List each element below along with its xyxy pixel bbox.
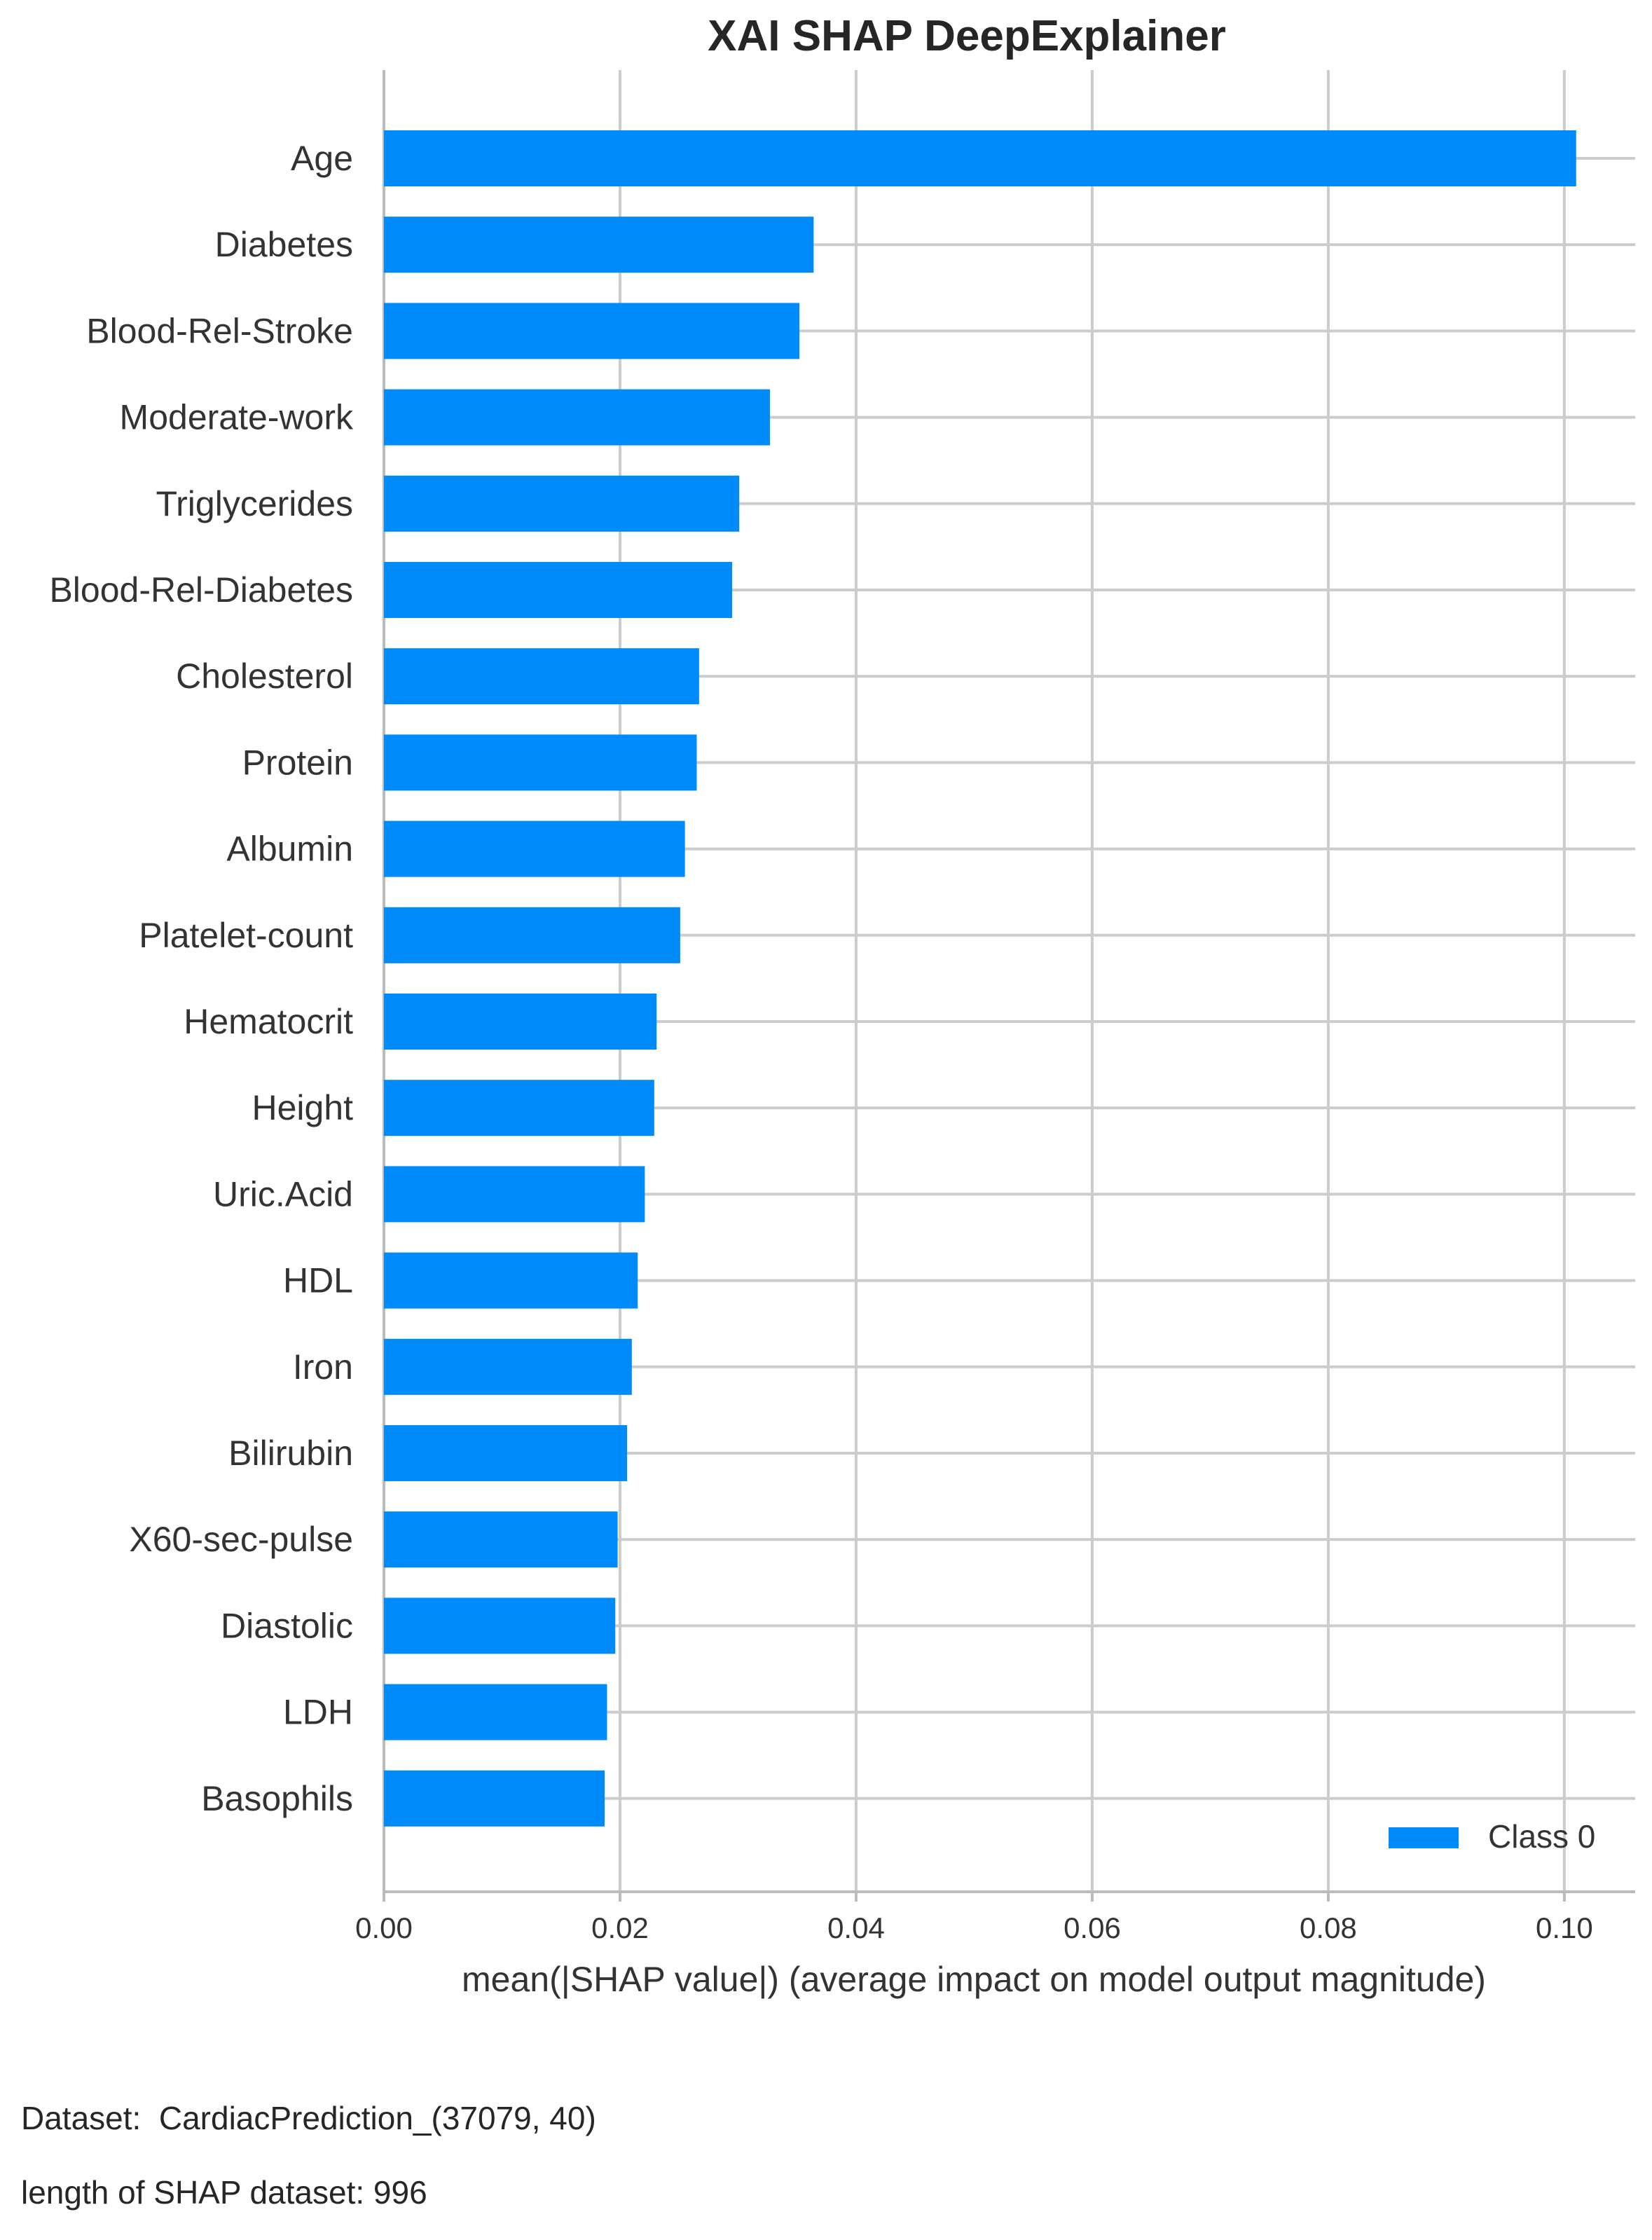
bar-basophils <box>384 1770 605 1827</box>
shap-length-note: length of SHAP dataset: 996 <box>21 2174 427 2211</box>
category-label: Protein <box>242 743 353 782</box>
category-label: Blood-Rel-Stroke <box>86 311 353 350</box>
bar-diastolic <box>384 1597 616 1654</box>
bar-platelet-count <box>384 907 680 963</box>
bar-triglycerides <box>384 475 740 532</box>
category-label: Age <box>291 139 353 178</box>
bar-bilirubin <box>384 1425 628 1481</box>
chart-title: XAI SHAP DeepExplainer <box>708 12 1226 60</box>
bar-moderate-work <box>384 389 770 446</box>
category-label: LDH <box>283 1693 353 1732</box>
x-tick-label: 0.10 <box>1536 1911 1593 1944</box>
bar-protein <box>384 734 697 791</box>
bar-diabetes <box>384 217 814 273</box>
bar-hematocrit <box>384 994 657 1050</box>
legend: Class 0 <box>1389 1818 1595 1855</box>
bar-blood-rel-stroke <box>384 303 800 359</box>
category-label: X60-sec-pulse <box>129 1520 353 1559</box>
category-label: Blood-Rel-Diabetes <box>49 570 353 610</box>
bar-height <box>384 1080 654 1136</box>
bar-ldh <box>384 1684 607 1740</box>
bar-cholesterol <box>384 648 699 705</box>
category-label: HDL <box>283 1261 353 1300</box>
category-label: Platelet-count <box>139 916 353 955</box>
category-label: Iron <box>293 1347 353 1387</box>
x-axis: 0.00 0.02 0.04 0.06 0.08 0.10 <box>355 1890 1635 1944</box>
category-label: Cholesterol <box>176 657 353 696</box>
dataset-note: Dataset: CardiacPrediction_(37079, 40) <box>21 2100 596 2136</box>
category-label: Triglycerides <box>156 484 353 523</box>
category-label: Basophils <box>201 1779 353 1818</box>
x-tick-label: 0.06 <box>1064 1911 1121 1944</box>
legend-label-class-0: Class 0 <box>1488 1818 1595 1855</box>
category-label: Hematocrit <box>184 1002 353 1041</box>
category-label: Moderate-work <box>120 398 354 437</box>
category-label: Height <box>252 1088 353 1127</box>
category-label: Albumin <box>226 830 353 869</box>
shap-bar-chart: XAI SHAP DeepExplainer Age Diabetes Blood-… <box>49 12 1635 1999</box>
bar-hdl <box>384 1252 638 1309</box>
bar-albumin <box>384 820 685 877</box>
x-tick-label: 0.04 <box>827 1911 885 1944</box>
category-label: Diabetes <box>215 225 353 264</box>
x-tick-label: 0.02 <box>591 1911 649 1944</box>
bar-blood-rel-diabetes <box>384 562 733 618</box>
bar-iron <box>384 1338 632 1395</box>
x-tick-label: 0.08 <box>1300 1911 1357 1944</box>
category-label: Uric.Acid <box>213 1174 353 1214</box>
x-tick-label: 0.00 <box>355 1911 413 1944</box>
bar-x60-sec-pulse <box>384 1511 618 1568</box>
bar-age <box>384 130 1576 186</box>
legend-swatch-class-0 <box>1389 1827 1459 1848</box>
bars <box>384 130 1576 1827</box>
x-axis-label: mean(|SHAP value|) (average impact on mo… <box>462 1960 1486 1999</box>
category-label: Bilirubin <box>228 1434 353 1473</box>
category-labels: Age Diabetes Blood-Rel-Stroke Moderate-work… <box>49 139 354 1818</box>
category-label: Diastolic <box>221 1606 353 1645</box>
bar-uric-acid <box>384 1166 645 1223</box>
